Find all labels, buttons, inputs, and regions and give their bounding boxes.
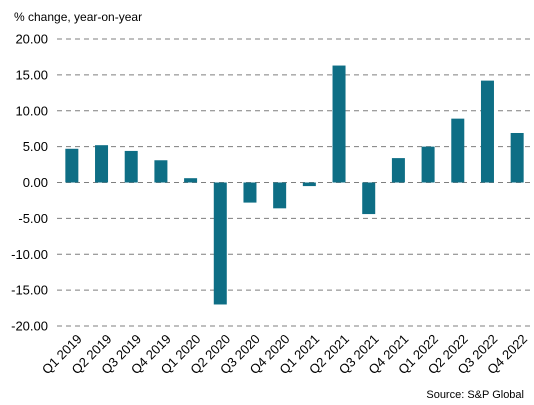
bar <box>65 148 79 183</box>
bars <box>65 65 524 305</box>
bar <box>243 182 257 203</box>
y-tick-label: 5.00 <box>23 139 48 154</box>
y-tick-label: 15.00 <box>15 67 48 82</box>
y-tick-label: -5.00 <box>18 211 48 226</box>
bar <box>510 132 524 183</box>
bar <box>480 80 494 183</box>
y-tick-label: -10.00 <box>11 247 48 262</box>
bar <box>213 182 227 305</box>
bar <box>362 182 376 215</box>
y-tick-label: -15.00 <box>11 283 48 298</box>
y-axis-label: % change, year-on-year <box>14 10 142 24</box>
bar <box>184 178 198 183</box>
bar <box>451 118 465 183</box>
y-tick-labels: 20.00 15.00 10.00 5.00 0.00 -5.00 -10.00 -15.00… <box>11 32 48 334</box>
y-tick-label: 0.00 <box>23 175 48 190</box>
bar <box>95 145 109 183</box>
bar <box>124 150 138 183</box>
y-tick-label: 10.00 <box>15 103 48 118</box>
bar <box>391 158 405 183</box>
bar <box>154 160 168 183</box>
gridlines <box>57 38 532 327</box>
bar <box>302 182 316 187</box>
y-tick-label: 20.00 <box>15 32 48 47</box>
y-tick-label: -20.00 <box>11 319 48 334</box>
bar <box>332 65 346 183</box>
bar <box>421 146 435 183</box>
bar <box>273 182 287 209</box>
source-note: Source: S&P Global <box>426 389 524 401</box>
